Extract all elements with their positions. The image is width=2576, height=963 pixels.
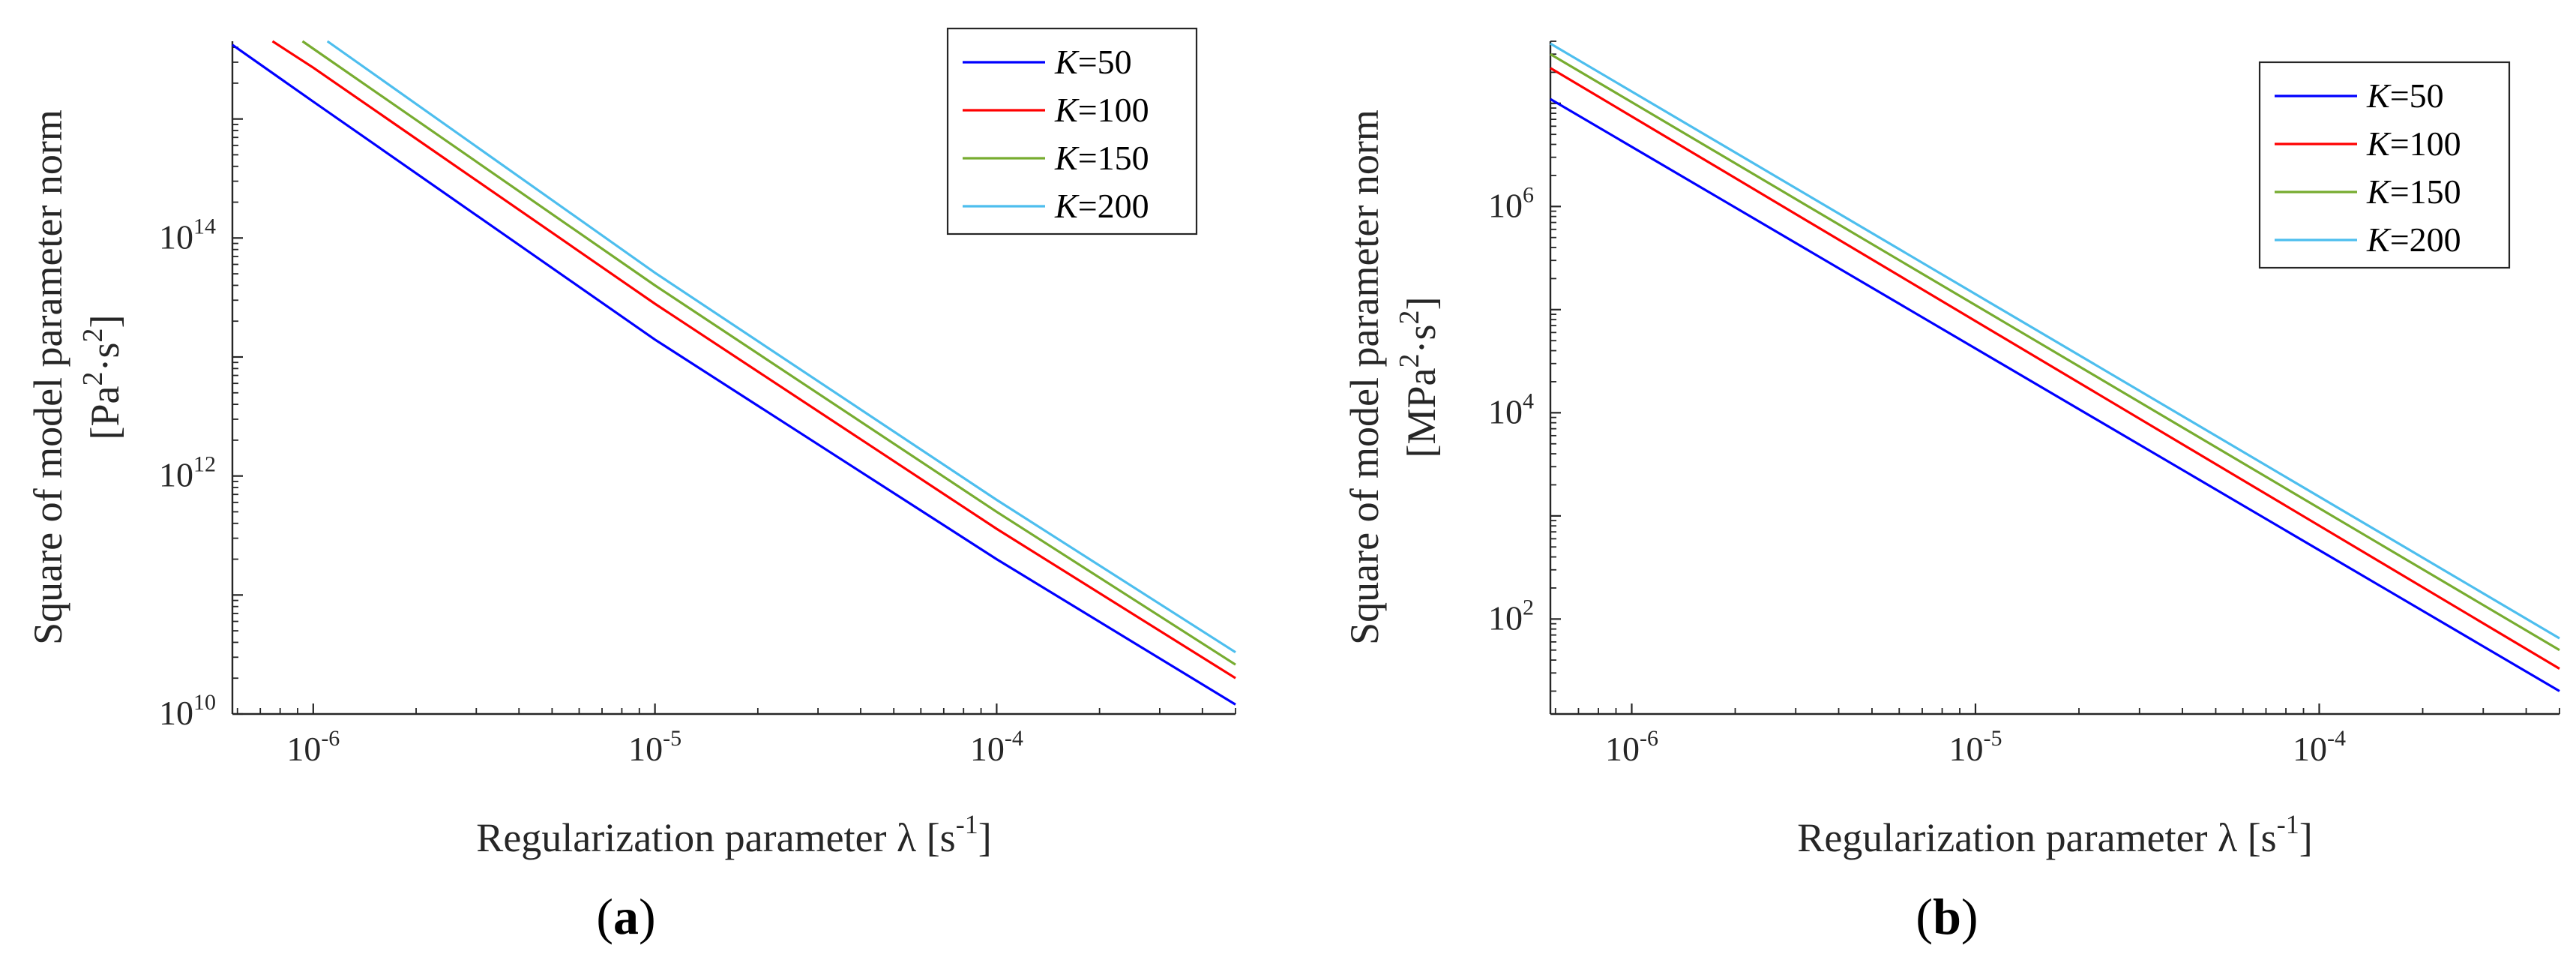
x-tick-label: 10-4 [970, 726, 1023, 768]
legend-label: K=150 [2366, 172, 2461, 211]
y-axis-unit-label: [Pa2·s2] [77, 315, 127, 440]
series-line-k100 [271, 40, 1236, 680]
y-tick-label: 102 [1488, 595, 1534, 637]
x-tick-label: 10-5 [1948, 726, 2002, 768]
x-tick-label: 10-4 [2293, 726, 2346, 768]
series-line-k50 [1550, 98, 2560, 692]
y-tick-label: 1012 [159, 452, 216, 494]
x-tick-label: 10-6 [286, 726, 340, 768]
series-line-k50 [232, 44, 1236, 706]
panel-label-a: (a) [596, 888, 655, 945]
y-tick-label: 1014 [159, 214, 216, 256]
series-line-k150 [1550, 52, 2560, 652]
legend-label: K=150 [1054, 139, 1149, 177]
y-axis-label: Square of model parameter norm [25, 110, 70, 645]
legend-label: K=50 [1054, 43, 1132, 81]
legend-label: K=50 [2366, 76, 2444, 115]
chart-a: 10-6 10-5 10-4 1010 1012 1014 Regularization p… [25, 27, 1236, 860]
y-tick-label: 104 [1488, 388, 1534, 430]
legend-label: K=200 [1054, 187, 1149, 225]
x-tick-label: 10-5 [628, 726, 681, 768]
chart-b: 10-6 10-5 10-4 102 104 106 Regularization para… [1342, 40, 2560, 860]
legend-label: K=100 [1054, 91, 1149, 129]
y-tick-label: 1010 [159, 690, 216, 732]
y-axis-label: Square of model parameter norm [1342, 110, 1387, 645]
legend: K=50 K=100 K=150 K=200 [2258, 61, 2511, 269]
x-axis-label: Regularization parameter λ [s-1] [476, 809, 991, 860]
panel-label-b: (b) [1916, 888, 1978, 945]
series-line-k150 [301, 40, 1236, 666]
legend: K=50 K=100 K=150 K=200 [946, 27, 1198, 236]
legend-label: K=100 [2366, 124, 2461, 163]
y-tick-label: 106 [1488, 182, 1534, 224]
x-axis-label: Regularization parameter λ [s-1] [1797, 809, 2312, 860]
y-axis-unit-label: [MPa2·s2] [1394, 297, 1444, 458]
series-line-k200 [326, 40, 1236, 654]
legend-label: K=200 [2366, 220, 2461, 259]
x-tick-label: 10-6 [1605, 726, 1658, 768]
series-line-k100 [1550, 67, 2560, 670]
series-line-k200 [1550, 42, 2560, 640]
